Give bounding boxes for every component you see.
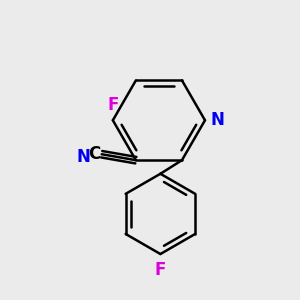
Text: F: F	[107, 96, 118, 114]
Text: F: F	[155, 261, 166, 279]
Text: N: N	[210, 111, 224, 129]
Text: N: N	[76, 148, 90, 166]
Text: C: C	[88, 145, 100, 163]
